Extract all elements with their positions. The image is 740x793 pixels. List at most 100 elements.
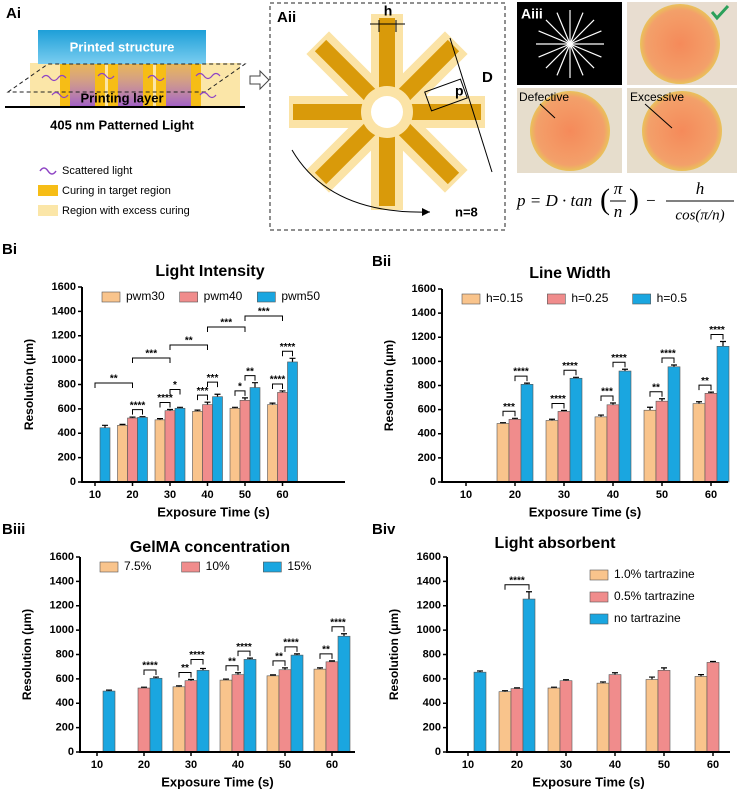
sig-label: **** [513, 367, 529, 378]
formula-text: h [696, 179, 705, 198]
y-tick-label: 800 [58, 378, 76, 390]
mask-line [556, 43, 571, 76]
sig-label: ** [110, 374, 118, 385]
bar [510, 688, 524, 753]
y-tick-label: 1200 [412, 331, 436, 343]
arm-core [314, 39, 380, 105]
sig-label: **** [562, 361, 578, 372]
sig-label: ** [701, 376, 709, 387]
disc [640, 4, 720, 84]
sig-bracket [237, 650, 251, 657]
sig-bracket [600, 395, 614, 401]
legend-text: h=0.5 [657, 291, 688, 305]
x-tick-label: 10 [91, 759, 103, 771]
star [289, 14, 485, 210]
error-bar [526, 591, 532, 600]
sig-label: ** [652, 382, 660, 393]
mask-star [536, 10, 604, 78]
mask-line [538, 30, 571, 45]
arm [314, 39, 380, 105]
sig-bracket [159, 401, 171, 408]
sig-bracket [207, 381, 218, 388]
y-tick-label: 1600 [417, 551, 441, 563]
y-tick-label: 1400 [52, 305, 76, 317]
y-tick-label: 1000 [412, 355, 436, 367]
bar [313, 668, 327, 753]
bar [137, 687, 151, 753]
chart: Bii Line Width Resolution (μm) Exposure Tim… [372, 253, 730, 519]
y-tick-label: 1400 [417, 575, 441, 587]
sig-bracket [169, 388, 181, 395]
error-bar [598, 414, 604, 417]
sig-label: **** [270, 375, 286, 386]
bar [508, 418, 522, 483]
light-beam [70, 63, 95, 107]
bar [267, 404, 278, 483]
legend-text: pwm40 [204, 289, 243, 303]
y-axis-label: Resolution (μm) [20, 609, 34, 700]
x-tick-label: 40 [609, 759, 621, 771]
sig-bracket [272, 660, 286, 666]
legend-text: 1.0% tartrazine [614, 567, 695, 581]
y-axis-label: Resolution (μm) [22, 339, 36, 430]
legend-swatch [589, 569, 609, 581]
legend-text: h=0.15 [486, 291, 523, 305]
x-tick-label: 60 [276, 489, 288, 501]
error-bar [242, 397, 248, 401]
legend-swatch [589, 591, 609, 603]
legend-swatch [38, 185, 58, 196]
x-tick-label: 10 [89, 489, 101, 501]
photo-label: Defective [519, 90, 569, 104]
bar [249, 387, 261, 483]
bar [325, 661, 339, 753]
sig-bracket [225, 665, 239, 671]
arm [394, 39, 460, 105]
mask-line [569, 43, 584, 76]
bar [569, 377, 583, 483]
chart-title: Line Width [529, 265, 611, 282]
sig-bracket [169, 344, 208, 350]
error-bar [696, 401, 702, 404]
x-tick-label: 20 [126, 489, 138, 501]
sig-bracket [563, 369, 577, 376]
bar [212, 396, 223, 483]
legend-text: pwm50 [281, 289, 320, 303]
x-tick-label: 50 [656, 489, 668, 501]
bar [172, 686, 186, 753]
sig-label: *** [145, 349, 157, 360]
sig-label: **** [550, 394, 566, 405]
p-box [424, 78, 468, 112]
error-bar [282, 667, 288, 670]
light-label: 405 nm Patterned Light [50, 117, 194, 132]
bar [557, 411, 571, 483]
bar [149, 677, 163, 753]
legend-swatch [257, 291, 276, 303]
legend-swatch [99, 561, 119, 573]
sig-bracket [504, 584, 530, 590]
x-tick-label: 10 [460, 489, 472, 501]
x-tick-label: 10 [462, 759, 474, 771]
panel-label: Aiii [521, 6, 543, 22]
sig-bracket [178, 671, 192, 678]
mask-line [545, 19, 571, 45]
formula-text: cos(π/n) [675, 207, 724, 223]
bar [547, 687, 561, 753]
charts: Bi Light Intensity Resolution (μm) Exposure… [2, 241, 730, 789]
bar [184, 680, 198, 753]
error-bar [659, 398, 665, 402]
arm [379, 130, 395, 206]
sig-label: **** [157, 393, 173, 404]
sig-label: **** [283, 638, 299, 649]
bar [496, 423, 510, 483]
p-label: p [455, 83, 464, 99]
sig-bracket [661, 357, 675, 363]
x-tick-label: 60 [326, 759, 338, 771]
legend-swatch [101, 291, 121, 303]
sig-bracket [244, 375, 256, 381]
bar [337, 635, 351, 753]
bar [596, 682, 610, 753]
x-tick-label: 40 [232, 759, 244, 771]
mask-line [569, 43, 595, 69]
formula-text: − [646, 191, 656, 210]
y-tick-label: 400 [58, 427, 76, 439]
